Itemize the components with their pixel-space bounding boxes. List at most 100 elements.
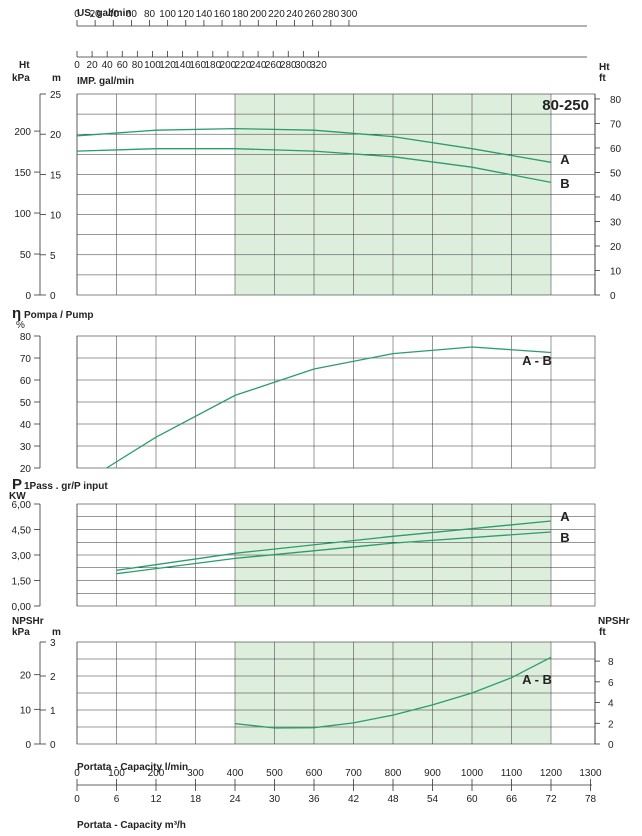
us-gpm-tick-label: 180 <box>232 9 249 20</box>
npsh-ft-tick-label: 4 <box>608 699 614 710</box>
imp-gpm-tick-label: 40 <box>102 60 114 71</box>
capacity-m3h-tick-label: 18 <box>190 794 202 805</box>
npsh-m-tick-label: 0 <box>50 740 56 751</box>
npsh-m-tick-label: 1 <box>50 706 56 717</box>
chart-text: 0 20 40 60 80 100 120 140 160 180 200 220 240 260 280 3… <box>9 8 630 831</box>
npshr-label-right: NPSHr <box>598 616 630 627</box>
us-gpm-tick-label: 160 <box>214 9 231 20</box>
head-ft-tick-label: 60 <box>610 144 622 155</box>
p-symbol: P <box>12 476 22 493</box>
capacity-m3h-tick-label: 24 <box>229 794 241 805</box>
head-kpa-tick-label: 100 <box>14 209 31 220</box>
us-gpm-tick-label: 140 <box>196 9 213 20</box>
npsh-kpa-tick-label: 20 <box>20 671 32 682</box>
imp-gpm-tick-label: 180 <box>204 60 221 71</box>
npsh-ft-tick-label: 0 <box>608 740 614 751</box>
npsh-kpa-tick-label: 10 <box>20 705 32 716</box>
ht-label-left: Ht <box>19 60 30 71</box>
imp-gpm-tick-label: 160 <box>189 60 206 71</box>
head-ft-tick-label: 80 <box>610 95 622 106</box>
npsh-m-tick-label: 2 <box>50 672 56 683</box>
npsh-ft-tick-label: 8 <box>608 657 614 668</box>
capacity-lpm-tick-label: 0 <box>74 768 80 779</box>
imp-gpm-tick-label: 20 <box>87 60 99 71</box>
head-m-tick-label: 0 <box>50 291 56 302</box>
head-kpa-tick-label: 0 <box>25 291 31 302</box>
npsh-m-tick-label: 3 <box>50 638 56 649</box>
us-gpm-tick-label: 80 <box>144 9 156 20</box>
imp-gpm-tick-label: 240 <box>250 60 267 71</box>
imp-gpm-tick-label: 100 <box>144 60 161 71</box>
imp-gpm-tick-label: 120 <box>159 60 176 71</box>
us-gpm-tick-label: 100 <box>159 9 176 20</box>
capacity-lpm-tick-label: 200 <box>148 768 165 779</box>
capacity-m3h-tick-label: 0 <box>74 794 80 805</box>
capacity-lpm-label: Portata - Capacity l/min <box>77 762 188 773</box>
power-tick-label: 0,00 <box>12 602 32 613</box>
capacity-lpm-tick-label: 700 <box>345 768 362 779</box>
capacity-lpm-tick-label: 100 <box>108 768 125 779</box>
eta-tick-label: 20 <box>20 464 32 475</box>
head-ft-tick-label: 40 <box>610 193 622 204</box>
power-curve-label-a: A <box>560 509 570 524</box>
us-gpm-tick-label: 220 <box>268 9 285 20</box>
series-head-A <box>76 127 552 163</box>
imp-gpm-tick-label: 0 <box>74 60 80 71</box>
eta-tick-label: 80 <box>20 332 32 343</box>
frame-eta <box>76 335 596 469</box>
eta-tick-label: 30 <box>20 442 32 453</box>
capacity-m3h-tick-label: 30 <box>269 794 281 805</box>
imp-gpm-tick-label: 60 <box>117 60 129 71</box>
us-gpm-tick-label: 280 <box>322 9 339 20</box>
head-m-tick-label: 10 <box>50 211 62 222</box>
ht-label-right: Ht <box>599 62 610 73</box>
capacity-m3h-tick-label: 6 <box>114 794 120 805</box>
capacity-m3h-tick-label: 66 <box>506 794 518 805</box>
capacity-m3h-tick-label: 78 <box>585 794 597 805</box>
us-gpm-tick-label: 240 <box>286 9 303 20</box>
head-ft-tick-label: 30 <box>610 217 622 228</box>
capacity-m3h-label: Portata - Capacity m³/h <box>77 820 186 831</box>
series-power-B <box>116 531 552 575</box>
capacity-lpm-tick-label: 300 <box>187 768 204 779</box>
us-gpm-tick-label: 120 <box>177 9 194 20</box>
capacity-lpm-tick-label: 1200 <box>540 768 563 779</box>
npsh-ft-tick-label: 6 <box>608 678 614 689</box>
us-gpm-tick-label: 260 <box>304 9 321 20</box>
imp-gpm-tick-label: 220 <box>235 60 252 71</box>
head-ft-tick-label: 10 <box>610 266 622 277</box>
head-kpa-tick-label: 150 <box>14 168 31 179</box>
capacity-m3h-tick-label: 36 <box>308 794 320 805</box>
eta-tick-label: 40 <box>20 420 32 431</box>
npsh-m-label: m <box>52 627 61 638</box>
kpa-label: kPa <box>12 73 30 84</box>
power-tick-label: 1,50 <box>12 577 32 588</box>
us-gpm-tick-label: 200 <box>250 9 267 20</box>
eta-tick-label: 70 <box>20 354 32 365</box>
imp-gpm-tick-label: 260 <box>265 60 282 71</box>
head-ft-tick-label: 0 <box>610 291 616 302</box>
capacity-lpm-tick-label: 1100 <box>501 768 523 779</box>
eta-symbol: η <box>12 305 21 322</box>
head-curve-label-b: B <box>560 176 569 191</box>
capacity-m3h-tick-label: 42 <box>348 794 360 805</box>
head-m-tick-label: 20 <box>50 130 62 141</box>
power-tick-label: 4,50 <box>12 526 32 537</box>
npsh-ft-tick-label: 2 <box>608 719 614 730</box>
npsh-curve-label: A - B <box>522 672 552 687</box>
capacity-lpm-tick-label: 400 <box>227 768 244 779</box>
series-head-B <box>76 148 552 184</box>
eta-tick-label: 50 <box>20 398 32 409</box>
head-kpa-tick-label: 50 <box>20 250 32 261</box>
capacity-lpm-tick-label: 500 <box>266 768 283 779</box>
imp-gpm-tick-label: 140 <box>174 60 191 71</box>
frame-pwr <box>76 503 596 607</box>
head-m-tick-label: 5 <box>50 251 56 262</box>
kw-label: KW <box>9 491 26 502</box>
npsh-ft-label: ft <box>599 627 606 638</box>
pct-label: % <box>16 320 25 331</box>
imp-gpm-tick-label: 200 <box>220 60 237 71</box>
power-tick-label: 3,00 <box>12 551 32 562</box>
imp-gpm-tick-label: 280 <box>280 60 297 71</box>
power-tick-label: 6,00 <box>12 500 32 511</box>
